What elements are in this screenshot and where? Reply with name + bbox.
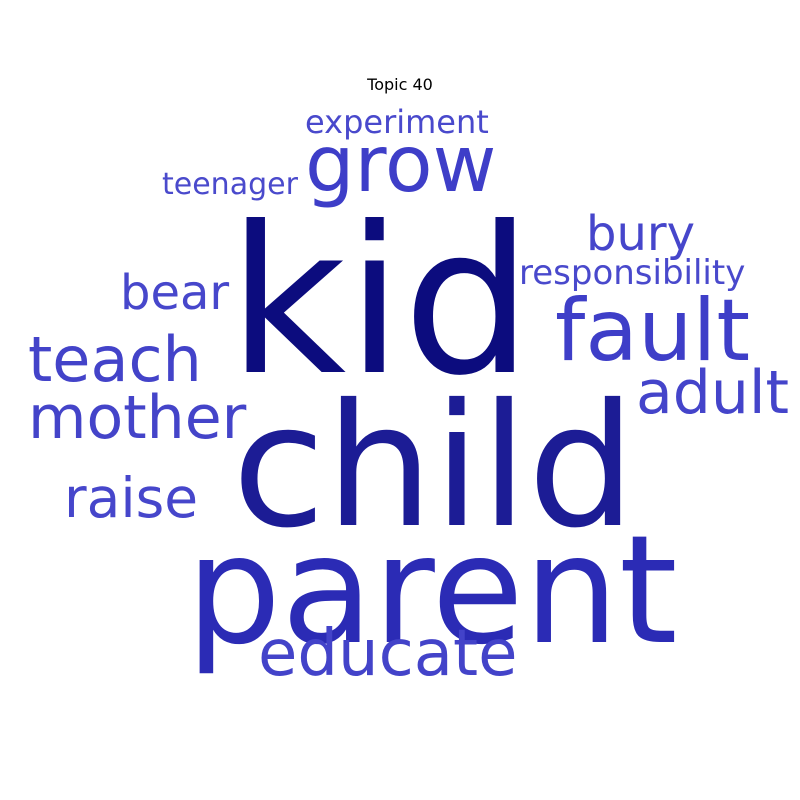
word-grow: grow (305, 119, 497, 210)
word-raise: raise (64, 465, 199, 530)
chart-title: Topic 40 (367, 75, 433, 94)
word-child: child (232, 367, 636, 566)
word-responsibility: responsibility (519, 252, 746, 293)
word-mother: mother (28, 383, 247, 454)
word-fault: fault (555, 281, 751, 382)
word-kid: kid (228, 183, 533, 421)
word-teach: teach (28, 322, 202, 396)
word-bury: bury (586, 205, 696, 262)
word-adult: adult (636, 358, 790, 429)
word-teenager: teenager (162, 167, 298, 203)
word-educate: educate (258, 616, 518, 691)
word-bear: bear (120, 264, 230, 321)
word-experiment: experiment (305, 103, 489, 142)
word-parent: parent (186, 504, 678, 678)
